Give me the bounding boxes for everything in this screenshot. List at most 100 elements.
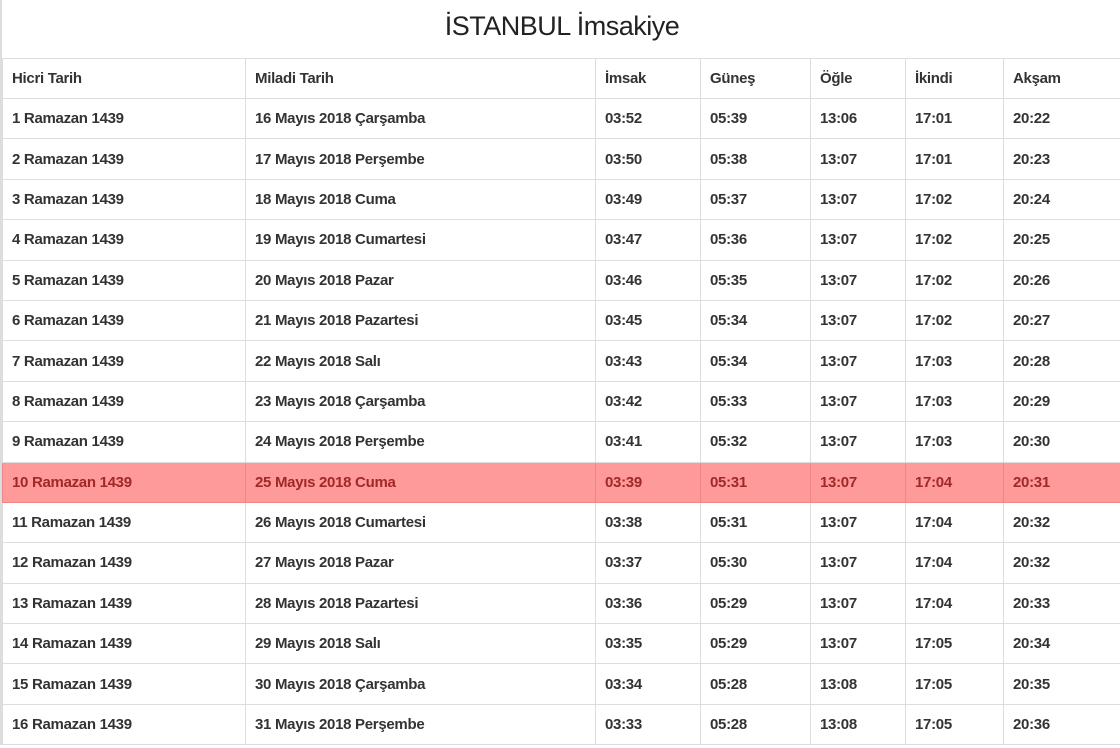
cell-ogle: 13:08 (810, 663, 906, 705)
cell-imsak: 03:37 (595, 542, 701, 584)
page-title: İSTANBUL İmsakiye (444, 11, 680, 41)
cell-imsak: 03:47 (595, 219, 701, 261)
table-row: 5 Ramazan 1439 20 Mayıs 2018 Pazar 03:46 05… (2, 259, 1120, 301)
table-row: 11 Ramazan 1439 26 Mayıs 2018 Cumartesi 03… (2, 501, 1120, 544)
cell-ogle: 13:07 (810, 178, 906, 221)
cell-ogle: 13:07 (810, 501, 906, 544)
cell-miladi-tarih: 16 Mayıs 2018 Çarşamba (245, 97, 596, 140)
cell-aksam: 20:32 (1003, 542, 1120, 584)
cell-miladi-tarih: 29 Mayıs 2018 Salı (245, 623, 596, 665)
cell-ogle: 13:07 (810, 299, 906, 342)
table-row: 7 Ramazan 1439 22 Mayıs 2018 Salı 03:43 05:… (2, 340, 1120, 382)
cell-gunes: 05:28 (700, 663, 811, 705)
cell-ikindi: 17:04 (905, 461, 1004, 503)
header-ikindi: İkindi (905, 58, 1004, 99)
cell-ogle: 13:07 (810, 138, 906, 180)
cell-gunes: 05:35 (700, 259, 811, 301)
cell-hicri-tarih: 11 Ramazan 1439 (2, 501, 246, 544)
cell-imsak: 03:39 (595, 461, 701, 503)
cell-aksam: 20:29 (1003, 380, 1120, 423)
cell-ikindi: 17:04 (905, 582, 1004, 625)
cell-aksam: 20:30 (1003, 421, 1120, 463)
table-row: 14 Ramazan 1439 29 Mayıs 2018 Salı 03:35 05… (2, 623, 1120, 665)
header-miladi-tarih: Miladi Tarih (245, 58, 596, 99)
cell-hicri-tarih: 14 Ramazan 1439 (2, 623, 246, 665)
cell-gunes: 05:34 (700, 299, 811, 342)
table-row: 12 Ramazan 1439 27 Mayıs 2018 Pazar 03:37 0… (2, 542, 1120, 584)
cell-aksam: 20:23 (1003, 138, 1120, 180)
cell-gunes: 05:37 (700, 178, 811, 221)
cell-miladi-tarih: 17 Mayıs 2018 Perşembe (245, 138, 596, 180)
table-header-row: Hicri Tarih Miladi Tarih İmsak Güneş Öğle İki… (2, 58, 1120, 99)
cell-imsak: 03:49 (595, 178, 701, 221)
cell-imsak: 03:38 (595, 501, 701, 544)
cell-ogle: 13:07 (810, 542, 906, 584)
header-gunes: Güneş (700, 58, 811, 99)
cell-ogle: 13:08 (810, 703, 906, 746)
cell-hicri-tarih: 6 Ramazan 1439 (2, 299, 246, 342)
table-row: 9 Ramazan 1439 24 Mayıs 2018 Perşembe 03:4… (2, 421, 1120, 463)
cell-hicri-tarih: 16 Ramazan 1439 (2, 703, 246, 746)
cell-aksam: 20:36 (1003, 703, 1120, 746)
cell-gunes: 05:32 (700, 421, 811, 463)
cell-gunes: 05:30 (700, 542, 811, 584)
table-row: 16 Ramazan 1439 31 Mayıs 2018 Perşembe 03:… (2, 703, 1120, 746)
cell-miladi-tarih: 20 Mayıs 2018 Pazar (245, 259, 596, 301)
table-row: 4 Ramazan 1439 19 Mayıs 2018 Cumartesi 03:… (2, 219, 1120, 261)
cell-miladi-tarih: 21 Mayıs 2018 Pazartesi (245, 299, 596, 342)
cell-ogle: 13:07 (810, 582, 906, 625)
cell-aksam: 20:27 (1003, 299, 1120, 342)
cell-hicri-tarih: 9 Ramazan 1439 (2, 421, 246, 463)
table-row: 13 Ramazan 1439 28 Mayıs 2018 Pazartesi 03… (2, 582, 1120, 625)
cell-ogle: 13:06 (810, 97, 906, 140)
cell-ikindi: 17:02 (905, 259, 1004, 301)
cell-hicri-tarih: 8 Ramazan 1439 (2, 380, 246, 423)
cell-imsak: 03:52 (595, 97, 701, 140)
cell-hicri-tarih: 7 Ramazan 1439 (2, 340, 246, 382)
cell-aksam: 20:34 (1003, 623, 1120, 665)
header-ogle: Öğle (810, 58, 906, 99)
cell-hicri-tarih: 15 Ramazan 1439 (2, 663, 246, 705)
cell-ogle: 13:07 (810, 461, 906, 503)
cell-hicri-tarih: 4 Ramazan 1439 (2, 219, 246, 261)
cell-gunes: 05:28 (700, 703, 811, 746)
table-row: 8 Ramazan 1439 23 Mayıs 2018 Çarşamba 03:4… (2, 380, 1120, 423)
cell-imsak: 03:35 (595, 623, 701, 665)
cell-imsak: 03:36 (595, 582, 701, 625)
cell-imsak: 03:41 (595, 421, 701, 463)
cell-miladi-tarih: 24 Mayıs 2018 Perşembe (245, 421, 596, 463)
cell-miladi-tarih: 31 Mayıs 2018 Perşembe (245, 703, 596, 746)
table-row: 3 Ramazan 1439 18 Mayıs 2018 Cuma 03:49 05:… (2, 178, 1120, 221)
cell-aksam: 20:25 (1003, 219, 1120, 261)
cell-ikindi: 17:04 (905, 542, 1004, 584)
cell-aksam: 20:31 (1003, 461, 1120, 503)
cell-miladi-tarih: 19 Mayıs 2018 Cumartesi (245, 219, 596, 261)
cell-ikindi: 17:01 (905, 138, 1004, 180)
table-row: 6 Ramazan 1439 21 Mayıs 2018 Pazartesi 03:… (2, 299, 1120, 342)
cell-gunes: 05:36 (700, 219, 811, 261)
table-row: 10 Ramazan 1439 25 Mayıs 2018 Cuma 03:39 05… (2, 461, 1120, 503)
table-row: 15 Ramazan 1439 30 Mayıs 2018 Çarşamba 03:… (2, 663, 1120, 705)
cell-gunes: 05:33 (700, 380, 811, 423)
cell-hicri-tarih: 13 Ramazan 1439 (2, 582, 246, 625)
cell-gunes: 05:38 (700, 138, 811, 180)
cell-miladi-tarih: 22 Mayıs 2018 Salı (245, 340, 596, 382)
cell-ikindi: 17:03 (905, 421, 1004, 463)
cell-aksam: 20:24 (1003, 178, 1120, 221)
cell-ogle: 13:07 (810, 259, 906, 301)
table-row: 1 Ramazan 1439 16 Mayıs 2018 Çarşamba 03:5… (2, 97, 1120, 140)
cell-gunes: 05:34 (700, 340, 811, 382)
cell-aksam: 20:22 (1003, 97, 1120, 140)
cell-imsak: 03:34 (595, 663, 701, 705)
cell-imsak: 03:50 (595, 138, 701, 180)
cell-ikindi: 17:05 (905, 703, 1004, 746)
cell-ikindi: 17:05 (905, 663, 1004, 705)
cell-aksam: 20:28 (1003, 340, 1120, 382)
cell-imsak: 03:42 (595, 380, 701, 423)
cell-aksam: 20:35 (1003, 663, 1120, 705)
cell-ikindi: 17:03 (905, 340, 1004, 382)
cell-ikindi: 17:01 (905, 97, 1004, 140)
cell-hicri-tarih: 12 Ramazan 1439 (2, 542, 246, 584)
cell-ogle: 13:07 (810, 340, 906, 382)
